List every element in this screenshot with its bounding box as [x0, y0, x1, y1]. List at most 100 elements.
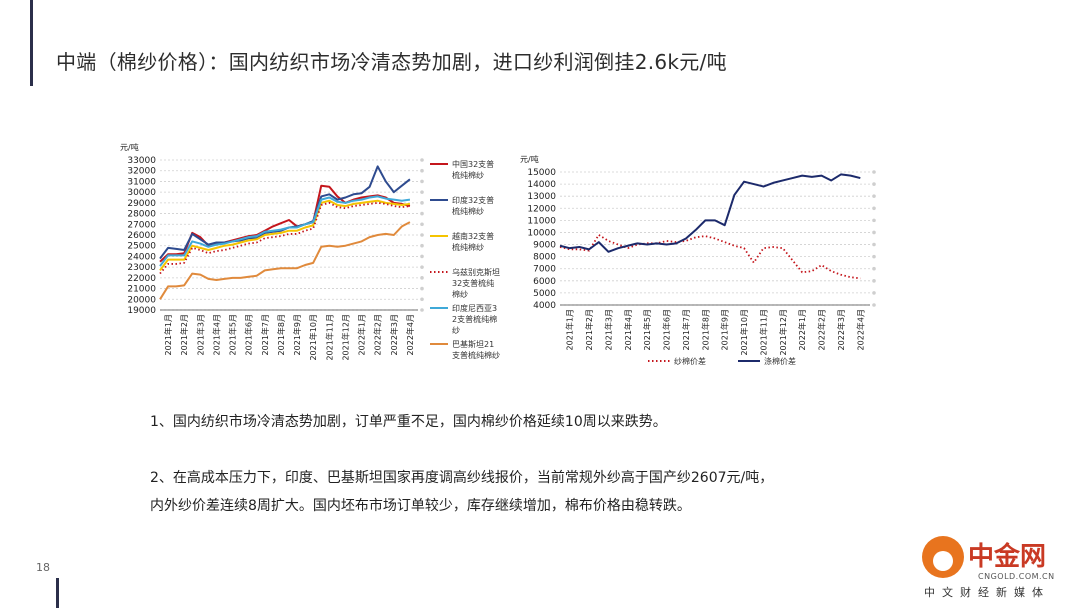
yarn-price-chart: 元/吨 19000 20000 21000 22000 23000 24000 25000 26… [112, 140, 512, 375]
y-tick-label: 31000 [127, 177, 156, 187]
series-line-indonesia [159, 195, 411, 267]
grid-end-dot [872, 279, 876, 283]
x-tick-label: 2021年3月 [603, 309, 613, 350]
x-tick-label: 2021年6月 [662, 309, 672, 350]
legend-label-uzbekistan: 32支普梳纯 [452, 278, 494, 288]
slide-title: 中端（棉纱价格）：国内纺织市场冷清态势加剧，进口纱利润倒挂2.6k元/吨 [56, 50, 727, 74]
legend-label-yarn_spread: 纱棉价差 [674, 356, 706, 366]
x-tick-label: 2021年5月 [228, 314, 238, 355]
y-tick-label: 20000 [127, 295, 156, 305]
x-tick-label: 2021年11月 [758, 309, 768, 356]
x-tick-label: 2021年5月 [642, 309, 652, 350]
legend-label-india: 梳纯棉纱 [452, 206, 484, 216]
series-line-china [159, 184, 411, 263]
grid-end-dot [420, 179, 424, 184]
series-line-vietnam [159, 199, 411, 271]
y-tick-label: 26000 [127, 231, 156, 241]
y-tick-label: 22000 [127, 274, 156, 284]
series-line-india [159, 165, 411, 260]
x-tick-label: 2021年4月 [211, 314, 221, 355]
x-tick-label: 2022年4月 [405, 314, 415, 355]
spread-chart: 元/吨 4000 5000 6000 7000 8000 9000 10000 11000 120… [518, 140, 888, 375]
footer-accent-bar [56, 578, 59, 608]
grid-end-dot [872, 194, 876, 198]
x-tick-label: 2021年12月 [340, 314, 350, 361]
y-tick-label: 4000 [533, 301, 556, 311]
grid-end-dot [420, 276, 424, 280]
y-tick-label: 12000 [527, 204, 556, 214]
y-tick-label: 19000 [127, 306, 156, 316]
grid-end-dot [872, 230, 876, 235]
x-tick-label: 2021年9月 [720, 309, 730, 350]
title-accent-bar [30, 0, 33, 86]
grid-end-dot [420, 308, 424, 312]
grid-end-dot [872, 291, 876, 295]
grid-end-dot [420, 211, 424, 216]
x-tick-label: 2022年4月 [855, 309, 865, 350]
unit-label: 元/吨 [120, 142, 139, 152]
x-tick-label: 2021年7月 [681, 309, 691, 350]
x-tick-label: 2021年6月 [244, 314, 254, 355]
grid-end-dot [872, 218, 876, 223]
y-tick-label: 24000 [127, 252, 156, 262]
grid-end-dot [420, 158, 424, 162]
legend-label-pakistan: 巴基斯坦21 [452, 339, 494, 349]
x-tick-label: 2022年2月 [373, 314, 383, 355]
legend-label-uzbekistan: 棉纱 [452, 289, 468, 299]
x-tick-label: 2021年8月 [276, 314, 286, 355]
grid-end-dot [420, 286, 424, 291]
grid-end-dot [420, 190, 424, 194]
grid-end-dot [872, 303, 876, 307]
paragraph-2-line-1: 2、在高成本压力下，印度、巴基斯坦国家再度调高纱线报价，当前常规外纱高于国产纱2… [150, 470, 774, 486]
grid-end-dot [420, 254, 424, 259]
grid-end-dot [872, 242, 876, 247]
grid-end-dot [420, 222, 424, 227]
grid-end-dot [872, 182, 876, 186]
x-tick-label: 2021年4月 [623, 309, 633, 350]
x-tick-label: 2021年10月 [739, 309, 749, 356]
x-tick-label: 2021年2月 [179, 314, 189, 355]
paragraph-1: 1、国内纺织市场冷清态势加剧，订单严重不足，国内棉纱价格延续10周以来跌势。 [150, 414, 667, 430]
series-line-yarn_spread [559, 233, 861, 280]
y-tick-label: 14000 [527, 180, 556, 190]
grid-end-dot [420, 233, 424, 237]
y-tick-label: 21000 [127, 285, 156, 295]
grid-end-dot [420, 297, 424, 302]
legend-label-india: 印度32支普 [452, 195, 494, 205]
x-tick-label: 2022年3月 [389, 314, 399, 355]
legend-label-china: 中国32支普 [452, 159, 494, 169]
y-tick-label: 27000 [127, 220, 156, 230]
x-tick-label: 2021年1月 [565, 309, 575, 350]
paragraph-2-line-2: 内外纱价差连续8周扩大。国内坯布市场订单较少，库存继续增加，棉布价格由稳转跌。 [150, 498, 691, 514]
y-tick-label: 6000 [533, 277, 556, 287]
legend-label-china: 梳纯棉纱 [452, 170, 484, 180]
spread-chart-svg: 元/吨 4000 5000 6000 7000 8000 9000 10000 11000 120… [520, 154, 876, 366]
legend-label-indonesia: 纱 [452, 326, 460, 335]
x-tick-label: 2022年3月 [836, 309, 846, 350]
x-tick-label: 2021年2月 [584, 309, 594, 350]
y-tick-label: 11000 [527, 216, 556, 226]
y-tick-label: 23000 [127, 263, 156, 273]
x-tick-label: 2021年8月 [700, 309, 710, 350]
logo-sub-text: 中文财经新媒体 [924, 586, 1050, 599]
x-tick-label: 2021年12月 [778, 309, 788, 356]
legend-label-indonesia: 印度尼西亚3 [452, 303, 497, 313]
grid-end-dot [420, 243, 424, 248]
x-tick-label: 2021年3月 [195, 314, 205, 355]
series-line-uzbekistan [159, 201, 411, 275]
y-tick-label: 33000 [127, 156, 156, 166]
grid-end-dot [872, 266, 876, 271]
logo-domain-text: CNGOLD.COM.CN [978, 572, 1055, 581]
grid-end-dot [420, 168, 424, 173]
cngold-logo: 中金网 CNGOLD.COM.CN 中文财经新媒体 [922, 532, 1072, 602]
logo-circle-icon [922, 536, 964, 578]
x-tick-label: 2022年2月 [817, 309, 827, 350]
y-tick-label: 5000 [533, 289, 556, 299]
yarn-price-chart-svg: 元/吨 1900020000210002200023000240002500026… [120, 142, 500, 361]
x-tick-label: 2021年1月 [163, 314, 173, 355]
y-tick-label: 30000 [127, 188, 156, 198]
x-tick-label: 2021年7月 [260, 314, 270, 355]
grid-end-dot [872, 206, 876, 211]
y-tick-label: 32000 [127, 167, 156, 177]
grid-end-dot [420, 265, 424, 269]
